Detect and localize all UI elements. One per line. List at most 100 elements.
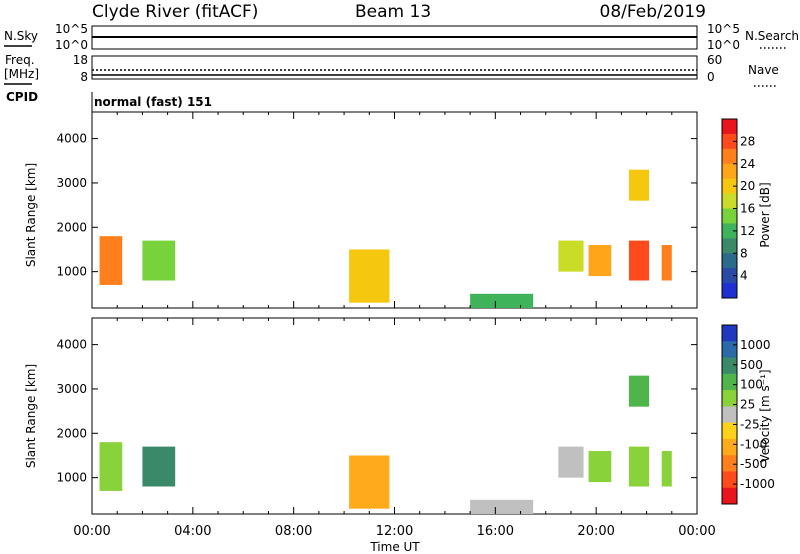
- power-ylabel: Slant Range [km]: [24, 163, 38, 267]
- power-colorbar-segment: [722, 148, 737, 165]
- velocity-ytick-label: 4000: [56, 338, 87, 352]
- velocity-echo-cell: [628, 446, 650, 487]
- cpid-label: CPID: [6, 90, 38, 104]
- velocity-colorbar-tick-label: 500: [740, 358, 763, 372]
- power-colorbar-tick-label: 12: [740, 224, 755, 238]
- power-colorbar-tick-label: 4: [740, 269, 748, 283]
- velocity-echo-cell: [470, 499, 534, 514]
- velocity-colorbar-tick-label: -25: [740, 417, 760, 431]
- power-colorbar-segment: [722, 238, 737, 254]
- xaxis-tick-label: 20:00: [577, 524, 614, 539]
- power-colorbar: 28 24 20 16 12 8 4: [721, 118, 755, 299]
- power-echo-cell: [628, 240, 650, 281]
- power-colorbar-segment: [722, 268, 737, 284]
- power-colorbar-segment: [722, 119, 737, 135]
- power-echo-cell: [99, 236, 123, 285]
- power-colorbar-segment: [722, 283, 737, 299]
- velocity-echo-cell: [99, 442, 123, 491]
- power-colorbar-tick-label: 16: [740, 202, 755, 216]
- power-echo-cell: [628, 169, 650, 201]
- freq-label-line2: [MHz]: [4, 67, 39, 81]
- velocity-colorbar-tick-label: -100: [740, 437, 767, 451]
- velocity-colorbar-label: Velocity [m s⁻¹]: [758, 369, 772, 462]
- power-panel-frame: [91, 111, 698, 309]
- nsearch-label: N.Search: [745, 29, 799, 43]
- nave-tick-top: 60: [707, 53, 722, 67]
- power-colorbar-segment: [722, 133, 737, 150]
- date-title: 08/Feb/2019: [600, 2, 706, 22]
- power-colorbar-segment: [722, 253, 737, 269]
- power-colorbar-segment: [722, 223, 737, 239]
- velocity-colorbar-segment: [722, 341, 737, 359]
- power-colorbar-tick-label: 24: [740, 157, 755, 171]
- power-colorbar-tick-label: 8: [740, 246, 748, 260]
- velocity-colorbar-segment: [722, 471, 737, 489]
- power-colorbar-segment: [722, 178, 737, 195]
- power-echo-cell: [142, 240, 176, 281]
- nsearch-tick-bottom: 10^0: [707, 38, 740, 52]
- velocity-colorbar-segment: [722, 422, 737, 440]
- freq-panel-frame: [91, 55, 698, 80]
- velocity-ytick-label: 2000: [56, 426, 87, 440]
- xaxis-tick-label: 00:00: [678, 524, 715, 539]
- velocity-colorbar-segment: [722, 406, 737, 424]
- power-echo-cell: [470, 293, 534, 308]
- velocity-panel-frame: [91, 317, 698, 515]
- power-echo-cell: [588, 245, 612, 277]
- station-title: Clyde River (fitACF): [92, 2, 258, 22]
- power-colorbar-tick-label: 20: [740, 179, 755, 193]
- velocity-colorbar-tick-label: -1000: [740, 477, 775, 491]
- velocity-ytick-label: 1000: [56, 471, 87, 485]
- velocity-echo-cell: [588, 451, 612, 483]
- xaxis-tick-label: 00:00: [73, 524, 110, 539]
- power-colorbar-segment: [722, 193, 737, 209]
- nave-label: Nave: [748, 63, 779, 77]
- power-colorbar-tick-label: 28: [740, 134, 755, 148]
- velocity-colorbar-tick-label: 100: [740, 378, 763, 392]
- velocity-colorbar-segment: [722, 438, 737, 456]
- xaxis-tick-label: 16:00: [477, 524, 514, 539]
- power-ytick-label: 3000: [56, 176, 87, 190]
- freq-label-line1: Freq.: [5, 53, 35, 67]
- cpid-value: normal (fast) 151: [94, 95, 212, 109]
- nsky-label: N.Sky: [4, 29, 38, 43]
- power-panel: 4000 3000 2000 1000 Slant Range [km]: [24, 111, 698, 309]
- velocity-ytick-label: 3000: [56, 382, 87, 396]
- velocity-colorbar-tick-label: -500: [740, 457, 767, 471]
- nsearch-tick-top: 10^5: [707, 22, 740, 36]
- velocity-echo-cell: [142, 446, 176, 487]
- freq-tick-bottom: 8: [80, 70, 88, 84]
- beam-title: Beam 13: [355, 2, 431, 22]
- power-colorbar-segment: [722, 163, 737, 180]
- velocity-colorbar-segment: [722, 455, 737, 472]
- velocity-colorbar-segment: [722, 390, 737, 407]
- power-colorbar-segment: [722, 208, 737, 224]
- xaxis-label: Time UT: [369, 540, 420, 554]
- velocity-colorbar-segment: [722, 357, 737, 375]
- xaxis-tick-label: 04:00: [174, 524, 211, 539]
- velocity-colorbar-segment: [722, 487, 737, 505]
- nsky-tick-top: 10^5: [55, 22, 88, 36]
- velocity-echo-cell: [628, 375, 650, 407]
- velocity-colorbar-frame: [721, 324, 738, 505]
- power-ytick-label: 2000: [56, 220, 87, 234]
- velocity-echo-cell: [558, 446, 584, 478]
- velocity-colorbar-segment: [722, 373, 737, 391]
- power-ytick-label: 4000: [56, 132, 87, 146]
- velocity-colorbar: 1000 500 100 25 -25 -100 -500 -1000: [721, 324, 775, 505]
- power-colorbar-label: Power [dB]: [758, 182, 772, 247]
- power-echo-cell: [558, 240, 584, 272]
- power-echo-cell: [349, 249, 390, 303]
- freq-tick-top: 18: [73, 53, 88, 67]
- velocity-echo-cell: [349, 455, 390, 509]
- nave-tick-bottom: 0: [707, 70, 715, 84]
- power-echo-cell: [661, 245, 672, 281]
- power-ytick-label: 1000: [56, 265, 87, 279]
- velocity-ylabel: Slant Range [km]: [24, 364, 38, 468]
- velocity-colorbar-tick-label: 1000: [740, 338, 771, 352]
- xaxis-tick-label: 08:00: [275, 524, 312, 539]
- nsky-tick-bottom: 10^0: [55, 38, 88, 52]
- velocity-panel: 4000 3000 2000 1000 Slant Range [km]: [24, 317, 698, 515]
- xaxis-tick-label: 12:00: [376, 524, 413, 539]
